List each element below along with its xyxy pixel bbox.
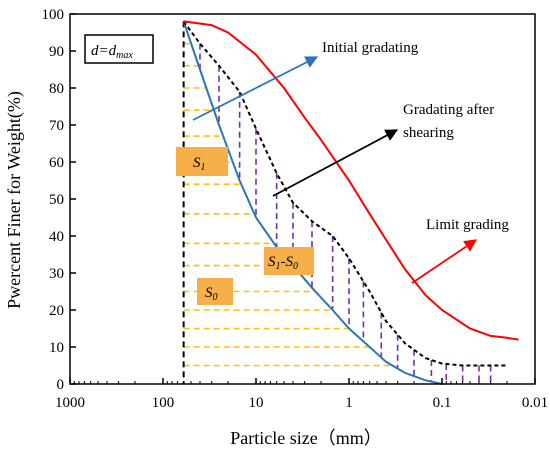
series-layer <box>182 20 519 385</box>
series-after_shearing <box>182 20 507 367</box>
svg-text:S1-S0: S1-S0 <box>268 254 298 272</box>
y-tick-label: 80 <box>49 81 64 97</box>
y-tick-label: 20 <box>49 303 64 319</box>
s1s0-text-a: S <box>268 254 276 270</box>
s0-box: S0 <box>197 278 233 305</box>
s1s0-text-b: -S <box>281 254 294 270</box>
plot-frame <box>69 13 536 385</box>
y-tick-label: 90 <box>49 44 64 60</box>
svg-text:S0: S0 <box>205 285 218 303</box>
x-tick-label: 1 <box>345 395 353 411</box>
x-axis-title: Particle size（mm） <box>230 428 381 448</box>
s1s0-sub-a: 1 <box>276 261 281 272</box>
series-initial <box>182 21 443 385</box>
y-tick-label: 70 <box>49 118 64 134</box>
hatch-layer <box>182 21 492 384</box>
limit-arrow <box>411 239 478 284</box>
x-tick-label: 100 <box>152 395 175 411</box>
dmax-text: d=d <box>91 43 117 59</box>
s1-s0-box: S1-S0 <box>264 247 314 275</box>
svg-text:S1: S1 <box>193 155 206 173</box>
series-limit <box>183 20 519 341</box>
after-shearing-label-1: Gradating after <box>403 102 494 118</box>
dmax-label: d=dmax <box>84 34 154 64</box>
y-tick-label: 60 <box>49 155 64 171</box>
s0-text: S <box>205 285 213 301</box>
s1-text: S <box>193 155 201 171</box>
after-shearing-arrow <box>272 129 399 197</box>
x-tick-label: 0.01 <box>522 395 548 411</box>
x-tick-label: 1000 <box>55 395 85 411</box>
svg-text:d=dmax: d=dmax <box>91 43 133 61</box>
axes-layer <box>69 13 536 385</box>
s0-subscript: 0 <box>213 292 218 303</box>
initial-arrow <box>192 56 319 121</box>
s1s0-sub-b: 0 <box>293 261 298 272</box>
initial-gradating-label: Initial gradating <box>322 40 419 56</box>
y-tick-label: 40 <box>49 229 64 245</box>
limit-grading-label: Limit grading <box>426 217 509 233</box>
y-tick-label: 100 <box>42 7 65 23</box>
s1-box: S1 <box>176 147 228 176</box>
y-tick-label: 0 <box>57 377 65 393</box>
x-tick-label: 0.1 <box>433 395 452 411</box>
after-shearing-label-2: shearing <box>403 125 454 141</box>
x-tick-label: 10 <box>249 395 264 411</box>
y-tick-label: 50 <box>49 192 64 208</box>
y-axis-title: Pwercent Finer for Weight(%) <box>4 91 25 309</box>
s1-subscript: 1 <box>201 162 206 173</box>
dmax-subscript: max <box>116 50 133 61</box>
y-tick-label: 10 <box>49 340 64 356</box>
y-tick-label: 30 <box>49 266 64 282</box>
